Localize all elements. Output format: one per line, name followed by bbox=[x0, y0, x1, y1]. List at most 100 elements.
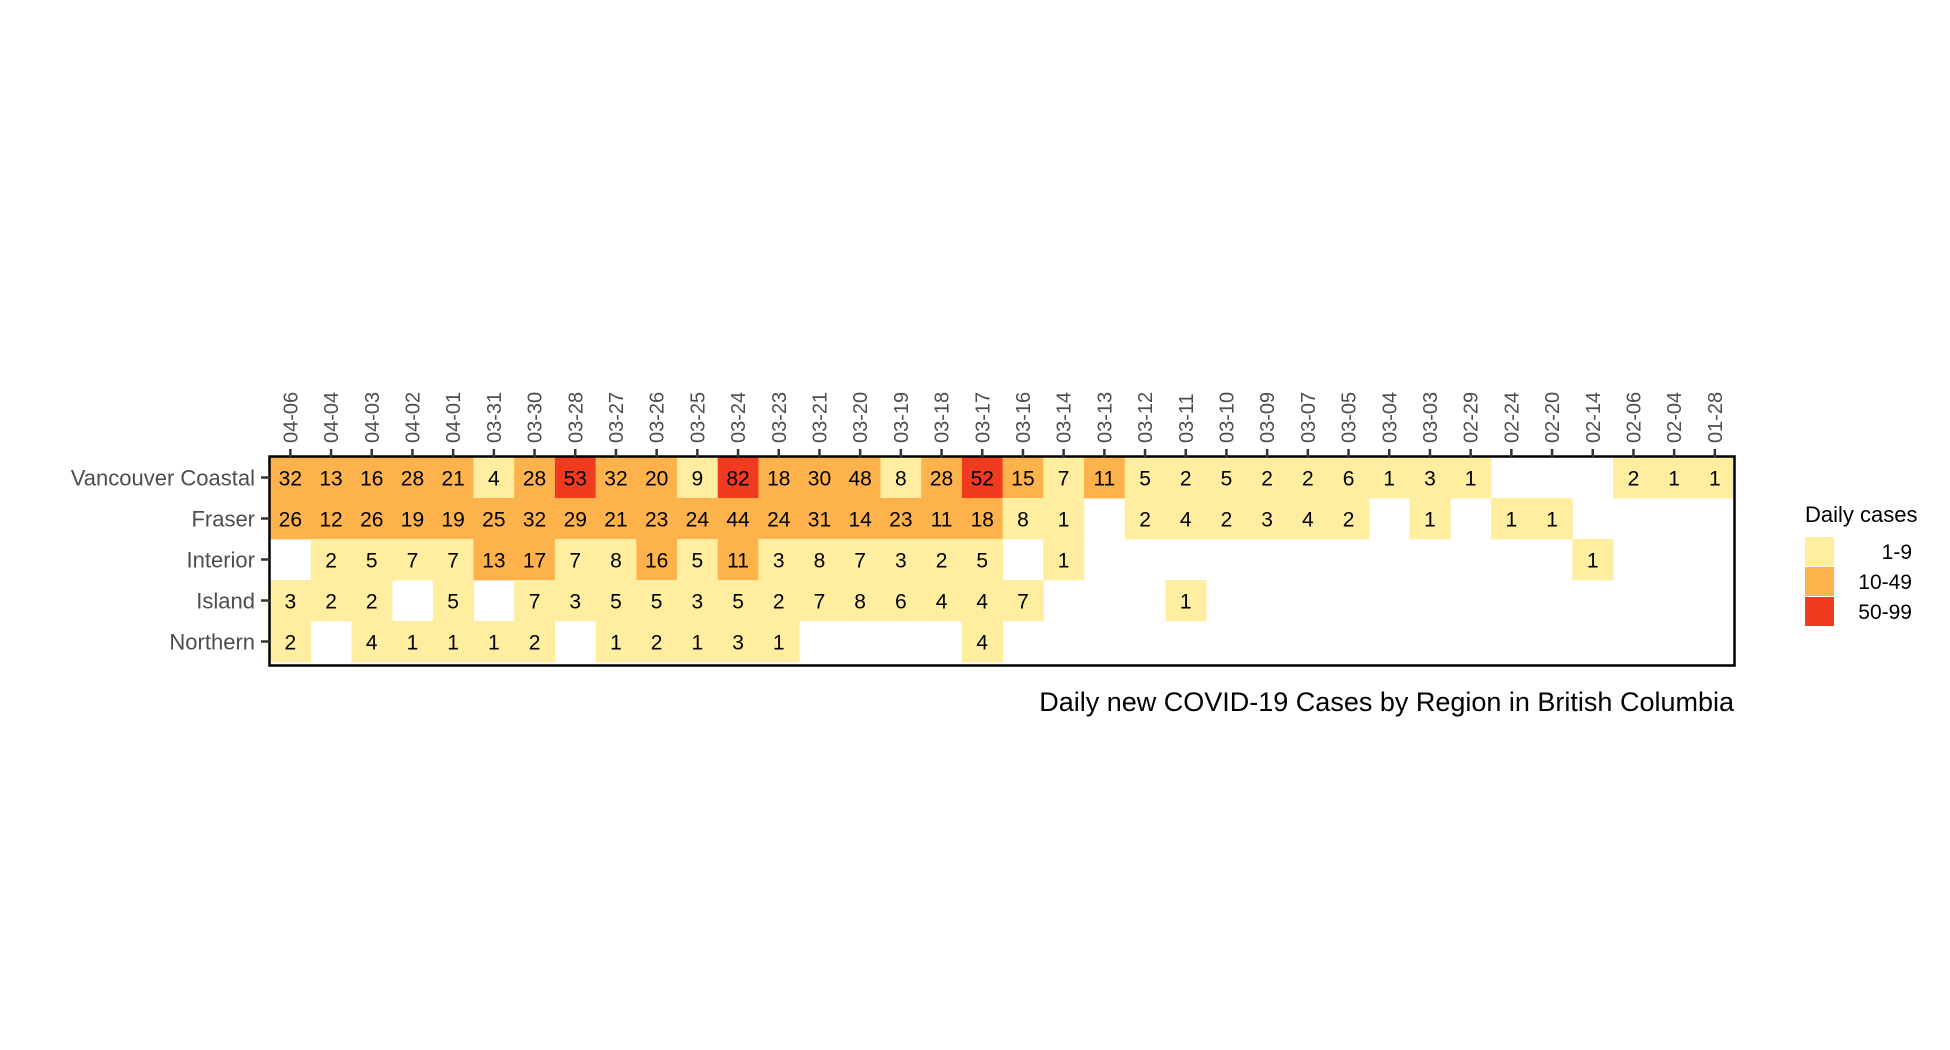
heatmap-cell bbox=[1409, 457, 1451, 499]
legend-label: 1-9 bbox=[1882, 541, 1912, 564]
x-tick-label: 03-23 bbox=[769, 392, 791, 443]
heatmap-cell bbox=[392, 621, 434, 663]
legend-swatch bbox=[1805, 567, 1834, 596]
heatmap-cell bbox=[595, 498, 637, 540]
heatmap-cell bbox=[636, 580, 678, 622]
heatmap-cell bbox=[554, 539, 596, 581]
heatmap-cell bbox=[921, 580, 963, 622]
heatmap-cell bbox=[1124, 457, 1166, 499]
cell-value-label: 8 bbox=[854, 591, 866, 614]
heatmap-cell bbox=[1653, 457, 1695, 499]
cell-value-label: 2 bbox=[285, 632, 297, 655]
cell-value-label: 8 bbox=[1017, 509, 1029, 532]
x-tick-label: 02-04 bbox=[1664, 392, 1686, 443]
heatmap-cell bbox=[717, 621, 759, 663]
heatmap-cell bbox=[270, 580, 312, 622]
cell-value-label: 5 bbox=[1221, 468, 1233, 491]
heatmap-cell bbox=[554, 457, 596, 499]
heatmap-cell bbox=[717, 498, 759, 540]
heatmap-cell bbox=[351, 498, 393, 540]
heatmap-cell bbox=[717, 539, 759, 581]
heatmap-cell bbox=[392, 498, 434, 540]
heatmap-cell bbox=[1328, 457, 1370, 499]
heatmap-cell bbox=[595, 580, 637, 622]
heatmap-cell bbox=[1124, 498, 1166, 540]
cell-value-label: 7 bbox=[447, 550, 459, 573]
cell-value-label: 4 bbox=[976, 591, 988, 614]
heatmap-cell bbox=[473, 539, 515, 581]
cell-value-label: 3 bbox=[773, 550, 785, 573]
heatmap-cell bbox=[351, 621, 393, 663]
heatmap-cell bbox=[839, 580, 881, 622]
cell-value-label: 3 bbox=[732, 632, 744, 655]
heatmap-cell bbox=[1165, 580, 1207, 622]
heatmap-cell bbox=[1043, 457, 1085, 499]
cell-value-label: 3 bbox=[1261, 509, 1273, 532]
heatmap-cell bbox=[758, 457, 800, 499]
heatmap-cell bbox=[514, 539, 556, 581]
heatmap-cell bbox=[961, 498, 1003, 540]
cell-value-label: 2 bbox=[651, 632, 663, 655]
heatmap-cell bbox=[636, 498, 678, 540]
heatmap-cell bbox=[799, 580, 841, 622]
x-tick-label: 03-30 bbox=[525, 392, 547, 443]
heatmap-cell bbox=[880, 457, 922, 499]
heatmap-cell bbox=[310, 457, 352, 499]
x-tick-label: 04-06 bbox=[280, 392, 302, 443]
heatmap-cell bbox=[473, 498, 515, 540]
x-tick-label: 03-12 bbox=[1135, 392, 1157, 443]
cell-value-label: 5 bbox=[976, 550, 988, 573]
heatmap-cell bbox=[1287, 498, 1329, 540]
cell-value-label: 1 bbox=[1180, 591, 1192, 614]
cell-value-label: 7 bbox=[854, 550, 866, 573]
cell-value-label: 13 bbox=[319, 468, 342, 491]
cell-value-label: 28 bbox=[523, 468, 546, 491]
cell-value-label: 24 bbox=[686, 509, 710, 532]
heatmap-cell bbox=[1084, 457, 1126, 499]
heatmap-cell bbox=[839, 457, 881, 499]
cell-value-label: 1 bbox=[692, 632, 704, 655]
heatmap-cell bbox=[636, 621, 678, 663]
cell-value-label: 4 bbox=[1180, 509, 1192, 532]
cell-value-label: 5 bbox=[692, 550, 704, 573]
heatmap-cell bbox=[1613, 457, 1655, 499]
cell-value-label: 4 bbox=[1302, 509, 1314, 532]
heatmap-cell bbox=[758, 621, 800, 663]
cell-value-label: 14 bbox=[848, 509, 872, 532]
cell-value-label: 18 bbox=[767, 468, 790, 491]
heatmap-cell bbox=[677, 457, 719, 499]
cell-value-label: 1 bbox=[1424, 509, 1436, 532]
cell-value-label: 1 bbox=[1058, 550, 1070, 573]
heatmap-cell bbox=[799, 457, 841, 499]
x-tick-label: 03-17 bbox=[972, 392, 994, 443]
cell-value-label: 9 bbox=[692, 468, 704, 491]
heatmap-cells: 32 13 16 28 21 4 28 53 32 20 9 82 18 30 48 8 28 52 15 7 11 5 2… bbox=[270, 457, 1736, 663]
heatmap-cell bbox=[595, 457, 637, 499]
cell-value-label: 21 bbox=[441, 468, 464, 491]
cell-value-label: 12 bbox=[319, 509, 342, 532]
heatmap-cell bbox=[1409, 498, 1451, 540]
cell-value-label: 7 bbox=[1058, 468, 1070, 491]
heatmap-cell bbox=[351, 539, 393, 581]
heatmap-cell bbox=[432, 621, 474, 663]
cell-value-label: 1 bbox=[1383, 468, 1395, 491]
heatmap-cell bbox=[270, 457, 312, 499]
cell-value-label: 4 bbox=[488, 468, 500, 491]
cell-value-label: 6 bbox=[1343, 468, 1355, 491]
cell-value-label: 7 bbox=[814, 591, 826, 614]
cell-value-label: 6 bbox=[895, 591, 907, 614]
heatmap-cell bbox=[270, 498, 312, 540]
cell-value-label: 24 bbox=[767, 509, 791, 532]
legend-label: 50-99 bbox=[1858, 601, 1912, 624]
cell-value-label: 3 bbox=[1424, 468, 1436, 491]
cell-value-label: 13 bbox=[482, 550, 505, 573]
cell-value-label: 2 bbox=[1628, 468, 1640, 491]
chart-caption: Daily new COVID-19 Cases by Region in Br… bbox=[1039, 687, 1735, 717]
heatmap-cell bbox=[432, 457, 474, 499]
cell-value-label: 2 bbox=[936, 550, 948, 573]
cell-value-label: 1 bbox=[1668, 468, 1680, 491]
heatmap-cell bbox=[1246, 457, 1288, 499]
heatmap-cell bbox=[595, 621, 637, 663]
heatmap-cell bbox=[514, 580, 556, 622]
x-tick-label: 01-28 bbox=[1705, 392, 1727, 443]
